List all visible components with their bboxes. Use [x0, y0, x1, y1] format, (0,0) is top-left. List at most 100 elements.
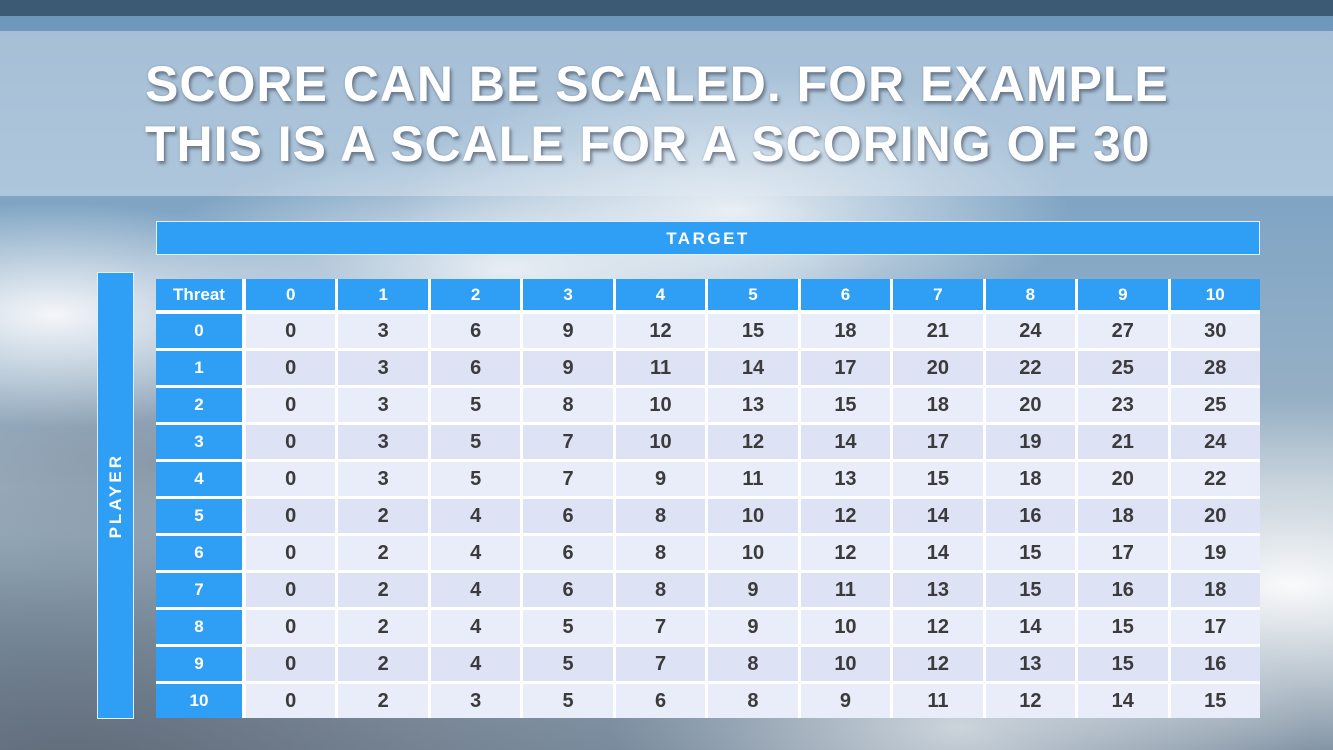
score-cell: 12: [615, 314, 708, 348]
score-cell: 17: [1170, 610, 1260, 644]
score-cell: 6: [615, 684, 708, 718]
row-header: 10: [156, 684, 246, 718]
score-cell: 10: [615, 388, 708, 422]
score-cell: 0: [246, 351, 338, 385]
score-cell: 14: [985, 610, 1078, 644]
score-cell: 21: [893, 314, 985, 348]
score-cell: 0: [246, 425, 338, 459]
score-cell: 11: [615, 351, 708, 385]
table-row: 10 0 2 3 5 6 8 9 11 12 14 15: [156, 684, 1260, 718]
table-row: 2 0 3 5 8 10 13 15 18 20 23 25: [156, 388, 1260, 422]
table-row: 1 0 3 6 9 11 14 17 20 22 25 28: [156, 351, 1260, 385]
score-cell: 0: [246, 684, 338, 718]
score-cell: 3: [338, 462, 430, 496]
score-cell: 13: [708, 388, 800, 422]
score-cell: 9: [800, 684, 893, 718]
score-cell: 22: [985, 351, 1078, 385]
table-row: 8 0 2 4 5 7 9 10 12 14 15 17: [156, 610, 1260, 644]
target-header: TARGET: [156, 221, 1260, 255]
score-cell: 8: [708, 647, 800, 681]
score-cell: 15: [800, 388, 893, 422]
row-header: 4: [156, 462, 246, 496]
score-cell: 8: [523, 388, 615, 422]
corner-cell-threat: Threat: [156, 279, 246, 310]
score-cell: 12: [708, 425, 800, 459]
score-cell: 2: [338, 610, 430, 644]
col-header: 0: [246, 279, 339, 310]
score-cell: 7: [615, 647, 708, 681]
col-header: 3: [523, 279, 616, 310]
score-table: Threat 0 1 2 3 4 5 6 7 8 9 10 0 0 3 6 9 12 15 18 21 24 27 30 1…: [156, 279, 1260, 718]
col-header: 9: [1078, 279, 1171, 310]
col-header: 5: [708, 279, 801, 310]
score-cell: 6: [523, 536, 615, 570]
score-cell: 0: [246, 462, 338, 496]
table-header-row: Threat 0 1 2 3 4 5 6 7 8 9 10: [156, 279, 1260, 310]
score-cell: 25: [1170, 388, 1260, 422]
top-accent-bar: [0, 0, 1333, 16]
score-cell: 11: [800, 573, 893, 607]
score-cell: 11: [708, 462, 800, 496]
score-cell: 0: [246, 573, 338, 607]
title-banner: SCORE CAN BE SCALED. FOR EXAMPLE THIS IS…: [0, 31, 1333, 196]
score-cell: 6: [430, 351, 523, 385]
table-row: 5 0 2 4 6 8 10 12 14 16 18 20: [156, 499, 1260, 533]
score-cell: 20: [1170, 499, 1260, 533]
score-cell: 10: [615, 425, 708, 459]
score-cell: 3: [338, 314, 430, 348]
score-cell: 14: [893, 536, 985, 570]
score-cell: 10: [708, 499, 800, 533]
score-cell: 9: [708, 610, 800, 644]
slide-title-line-1: SCORE CAN BE SCALED. FOR EXAMPLE: [145, 56, 1169, 112]
table-row: 7 0 2 4 6 8 9 11 13 15 16 18: [156, 573, 1260, 607]
row-header: 2: [156, 388, 246, 422]
row-header: 9: [156, 647, 246, 681]
score-cell: 7: [523, 425, 615, 459]
score-cell: 0: [246, 536, 338, 570]
col-header: 2: [430, 279, 524, 310]
score-cell: 15: [893, 462, 985, 496]
slide-title-line-2: THIS IS A SCALE FOR A SCORING OF 30: [145, 116, 1151, 172]
score-cell: 2: [338, 684, 430, 718]
score-cell: 18: [1078, 499, 1170, 533]
score-cell: 12: [985, 684, 1078, 718]
row-header: 8: [156, 610, 246, 644]
score-cell: 9: [523, 351, 615, 385]
score-cell: 18: [985, 462, 1078, 496]
score-cell: 14: [893, 499, 985, 533]
score-cell: 0: [246, 388, 338, 422]
score-cell: 5: [430, 425, 523, 459]
score-cell: 19: [985, 425, 1078, 459]
score-cell: 5: [430, 388, 523, 422]
row-header: 6: [156, 536, 246, 570]
score-cell: 22: [1170, 462, 1260, 496]
table-row: 9 0 2 4 5 7 8 10 12 13 15 16: [156, 647, 1260, 681]
score-cell: 12: [893, 647, 985, 681]
score-cell: 4: [430, 499, 523, 533]
score-cell: 8: [615, 573, 708, 607]
score-cell: 6: [523, 573, 615, 607]
score-cell: 0: [246, 610, 338, 644]
score-cell: 24: [985, 314, 1078, 348]
score-cell: 17: [800, 351, 893, 385]
table-row: 4 0 3 5 7 9 11 13 15 18 20 22: [156, 462, 1260, 496]
score-cell: 11: [893, 684, 985, 718]
score-cell: 18: [1170, 573, 1260, 607]
score-cell: 8: [615, 536, 708, 570]
score-cell: 24: [1170, 425, 1260, 459]
score-cell: 20: [893, 351, 985, 385]
score-cell: 4: [430, 536, 523, 570]
score-cell: 10: [708, 536, 800, 570]
score-cell: 16: [985, 499, 1078, 533]
score-cell: 18: [893, 388, 985, 422]
score-cell: 4: [430, 610, 523, 644]
col-header: 4: [615, 279, 709, 310]
score-cell: 30: [1170, 314, 1260, 348]
score-cell: 25: [1078, 351, 1170, 385]
score-cell: 28: [1170, 351, 1260, 385]
score-table-body: 0 0 3 6 9 12 15 18 21 24 27 30 1 0 3 6 9 11 14 17 20 22 25 28 2 0…: [156, 314, 1260, 718]
score-cell: 27: [1078, 314, 1170, 348]
score-cell: 20: [1078, 462, 1170, 496]
score-cell: 15: [1078, 647, 1170, 681]
